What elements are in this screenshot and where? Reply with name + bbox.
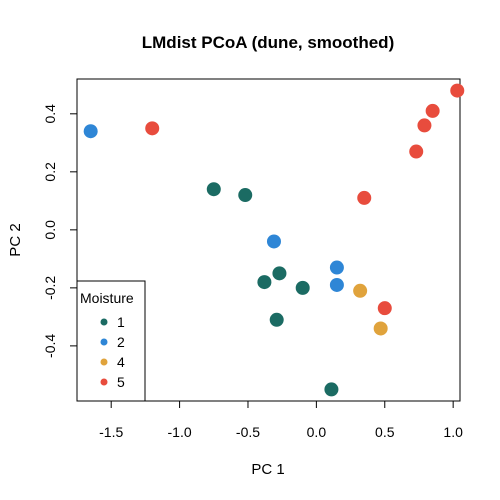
legend-marker-4: [100, 358, 108, 366]
x-axis-label: PC 1: [251, 461, 284, 478]
data-point-moisture-1: [206, 182, 221, 197]
legend-marker-1: [100, 318, 108, 326]
y-tick-label: 0.0: [42, 220, 58, 240]
data-point-moisture-2: [83, 124, 98, 139]
data-point-moisture-5: [417, 118, 432, 133]
data-point-moisture-1: [324, 382, 339, 397]
legend-marker-5: [100, 378, 108, 386]
y-tick-label: 0.2: [42, 162, 58, 182]
data-points: [83, 83, 465, 397]
x-tick-label: -1.5: [99, 424, 123, 440]
data-point-moisture-2: [266, 234, 281, 249]
legend-label-5: 5: [117, 374, 125, 390]
data-point-moisture-1: [269, 312, 284, 327]
x-tick-label: 1.0: [443, 424, 463, 440]
chart-title: LMdist PCoA (dune, smoothed): [142, 33, 394, 52]
data-point-moisture-1: [257, 275, 272, 290]
legend: Moisture 1 2 4 5: [76, 280, 146, 402]
y-tick-label: -0.2: [42, 276, 58, 300]
data-point-moisture-4: [353, 283, 368, 298]
data-point-moisture-2: [329, 260, 344, 275]
legend-title: Moisture: [80, 290, 134, 306]
x-tick-label: -1.0: [168, 424, 192, 440]
data-point-moisture-1: [238, 188, 253, 203]
data-point-moisture-4: [373, 321, 388, 336]
data-point-moisture-1: [295, 280, 310, 295]
data-point-moisture-5: [377, 301, 392, 316]
legend-label-4: 4: [117, 354, 125, 370]
legend-box: [76, 280, 146, 402]
y-axis: -0.4 -0.2 0.0 0.2 0.4: [42, 104, 78, 358]
x-tick-label: 0.0: [307, 424, 327, 440]
data-point-moisture-5: [357, 190, 372, 205]
x-tick-label: 0.5: [375, 424, 395, 440]
data-point-moisture-1: [272, 266, 287, 281]
y-tick-label: 0.4: [42, 104, 58, 124]
x-axis: -1.5 -1.0 -0.5 0.0 0.5 1.0: [99, 400, 463, 440]
y-tick-label: -0.4: [42, 334, 58, 358]
legend-entries: 1 2 4 5: [100, 314, 125, 390]
data-point-moisture-5: [409, 144, 424, 159]
legend-marker-2: [100, 338, 108, 346]
data-point-moisture-2: [329, 277, 344, 292]
x-tick-label: -0.5: [236, 424, 260, 440]
data-point-moisture-5: [450, 83, 465, 98]
y-axis-label: PC 2: [7, 223, 24, 256]
legend-label-1: 1: [117, 314, 125, 330]
data-point-moisture-5: [425, 103, 440, 118]
legend-label-2: 2: [117, 334, 125, 350]
data-point-moisture-5: [145, 121, 160, 136]
